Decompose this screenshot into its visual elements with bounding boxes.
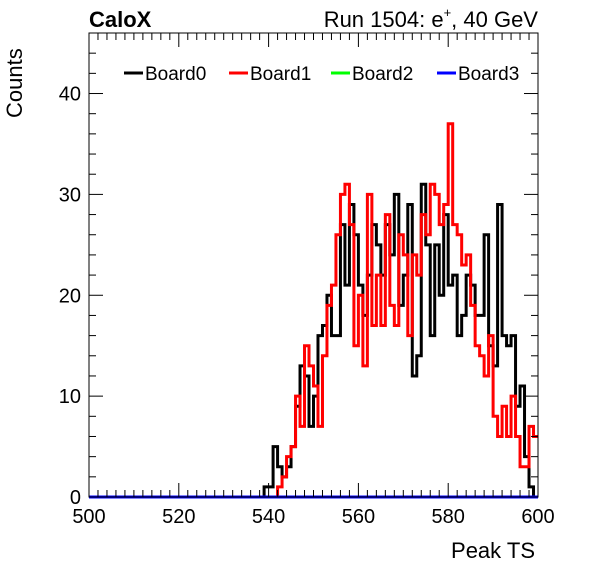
x-tick-label: 600 [521,506,554,528]
x-tick-label: 520 [162,506,195,528]
y-tick-label: 20 [59,285,81,307]
x-tick-label: 500 [72,506,105,528]
chart-title-right-prefix: Run 1504: e [324,7,444,32]
y-tick-label: 10 [59,386,81,408]
series-layer [89,122,538,499]
y-tick-label: 30 [59,184,81,206]
series-board1 [89,122,538,499]
legend-label-board3: Board3 [458,64,519,85]
chart-title-left: CaloX [89,7,152,32]
axis-ticks: 500 520 540 560 580 600 0 10 20 30 40 [59,32,555,528]
y-tick-label: 40 [59,84,81,106]
chart-title-right-sup: + [444,5,452,20]
legend-label-board1: Board1 [250,64,311,85]
plot-frame [88,32,539,498]
y-axis-label: Counts [2,48,27,118]
x-axis-label: Peak TS [451,538,535,563]
x-tick-label: 580 [432,506,465,528]
x-tick-label: 560 [342,506,375,528]
chart-title-right: Run 1504: e+, 40 GeV [324,5,539,32]
legend: Board0 Board1 Board2 Board3 [124,64,519,85]
x-tick-label: 540 [252,506,285,528]
legend-label-board0: Board0 [145,64,206,85]
chart-title-right-suffix: , 40 GeV [451,7,538,32]
series-board0 [89,182,538,499]
legend-label-board2: Board2 [352,64,413,85]
y-tick-label: 0 [70,487,81,509]
